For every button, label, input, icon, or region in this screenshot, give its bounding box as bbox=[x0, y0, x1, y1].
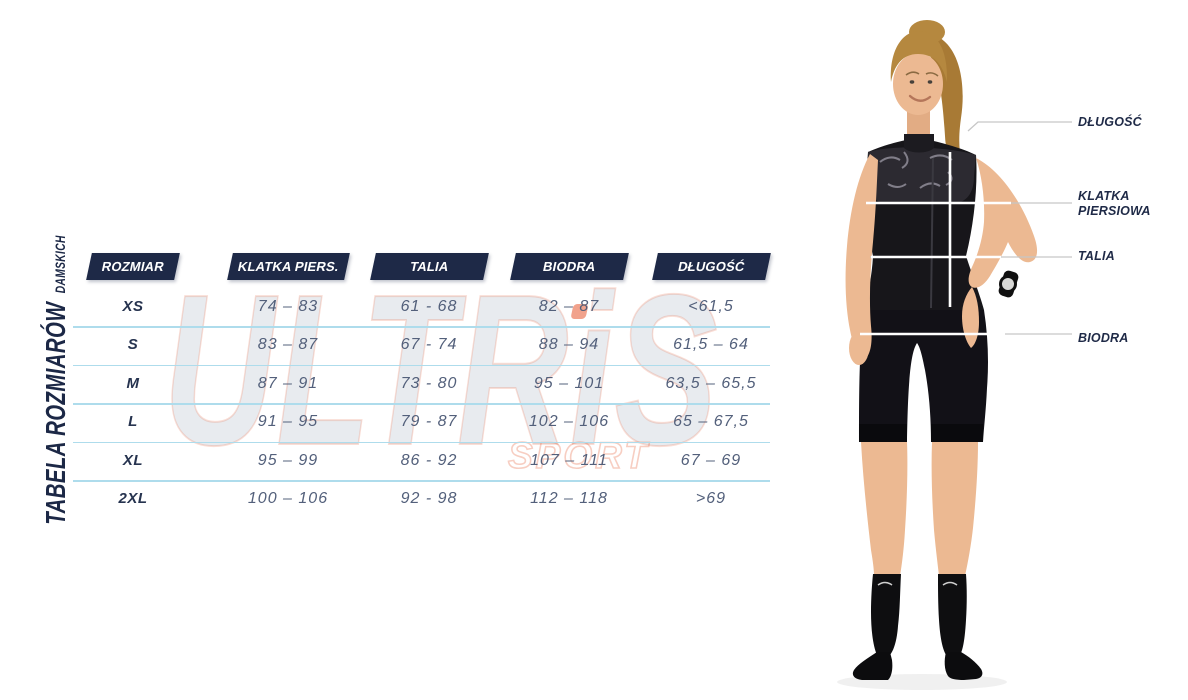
size-value: 86 - 92 bbox=[400, 451, 458, 469]
size-value: 67 – 69 bbox=[680, 451, 742, 469]
size-value: 87 – 91 bbox=[257, 374, 319, 392]
label-klatka-line1: KLATKA bbox=[1078, 189, 1130, 203]
size-value: 88 – 94 bbox=[538, 336, 600, 354]
label-klatka-line2: PIERSIOWA bbox=[1078, 204, 1151, 218]
column-header: BIODRA bbox=[509, 253, 629, 280]
size-label: M bbox=[126, 374, 140, 392]
size-value: 74 – 83 bbox=[257, 298, 319, 315]
label-dlugosc: DŁUGOŚĆ bbox=[1078, 115, 1142, 129]
size-label: L bbox=[128, 413, 138, 431]
size-value: 67 - 74 bbox=[400, 336, 458, 354]
size-label: XS bbox=[122, 298, 144, 315]
row-divider bbox=[73, 364, 770, 367]
size-value: 92 - 98 bbox=[400, 490, 458, 507]
size-value: 65 – 67,5 bbox=[673, 413, 749, 431]
label-biodra: BIODRA bbox=[1078, 331, 1129, 345]
size-value: 79 - 87 bbox=[400, 413, 458, 431]
row-divider bbox=[73, 441, 770, 444]
label-talia: TALIA bbox=[1078, 249, 1115, 263]
row-divider bbox=[73, 403, 770, 405]
size-value: <61,5 bbox=[688, 298, 734, 315]
size-label: XL bbox=[122, 451, 144, 469]
size-value: >69 bbox=[695, 490, 727, 507]
size-value: 63,5 – 65,5 bbox=[665, 374, 757, 392]
row-divider bbox=[73, 480, 770, 482]
size-value: 73 - 80 bbox=[400, 374, 458, 392]
row-divider bbox=[73, 326, 770, 328]
size-value: 112 – 118 bbox=[530, 490, 608, 507]
size-value: 100 – 106 bbox=[247, 490, 329, 507]
size-value: 95 – 99 bbox=[257, 451, 319, 469]
column-header: TALIA bbox=[369, 253, 489, 280]
size-value: 102 – 106 bbox=[528, 413, 610, 431]
size-value: 95 – 101 bbox=[533, 374, 605, 392]
size-value: 61,5 – 64 bbox=[673, 336, 749, 354]
size-label: S bbox=[127, 336, 139, 354]
size-label: 2XL bbox=[118, 490, 148, 507]
size-value: 83 – 87 bbox=[257, 336, 319, 354]
column-header: KLATKA PIERS. bbox=[226, 253, 350, 280]
size-value: 107 – 111 bbox=[530, 451, 608, 469]
size-value: 61 - 68 bbox=[400, 298, 458, 315]
label-klatka-piersiowa: KLATKA PIERSIOWA bbox=[1078, 189, 1151, 219]
column-header: ROZMIAR bbox=[86, 253, 180, 280]
column-header: DŁUGOŚĆ bbox=[651, 253, 771, 280]
size-value: 91 – 95 bbox=[257, 413, 319, 431]
size-value: 82 – 87 bbox=[538, 298, 600, 315]
